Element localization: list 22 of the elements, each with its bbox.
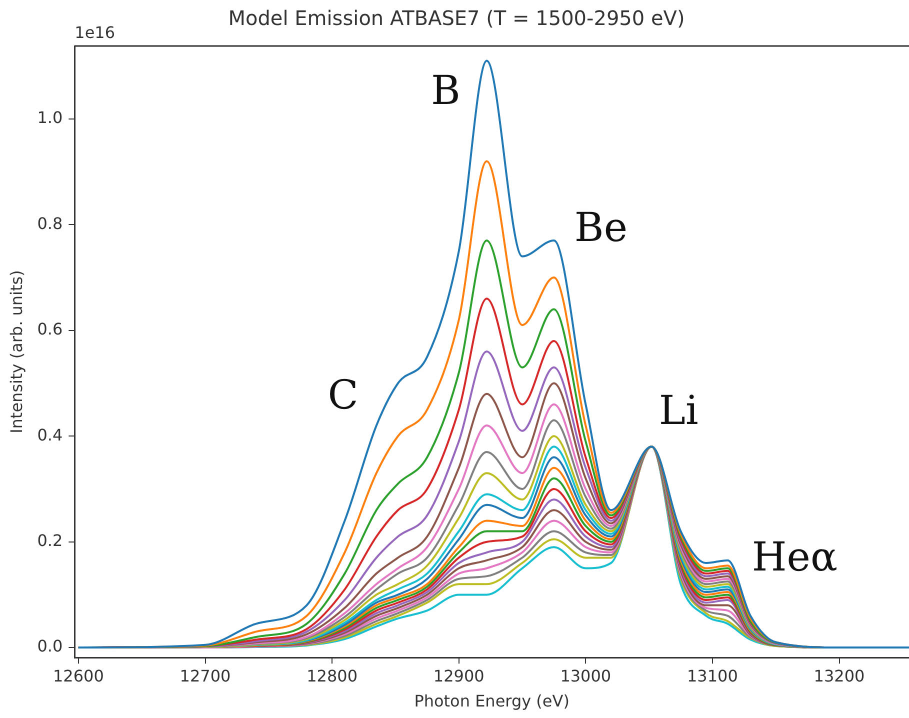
text: 1e16 [74, 23, 116, 42]
x-tick-label: 12700 [180, 666, 231, 686]
y-tick-label: 0.6 [37, 320, 63, 339]
x-tick-label: 12600 [52, 666, 104, 686]
x-axis-title: Photon Energy (eV) [414, 692, 570, 711]
annotation: Heα [752, 534, 838, 581]
y-axis-title: Intensity (arb. units) [6, 270, 26, 434]
x-tick-label: 13000 [560, 666, 612, 686]
annotation: Be [574, 204, 628, 251]
y-tick-label: 1.0 [37, 108, 63, 128]
annotation: Li [658, 388, 698, 434]
x-tick-label: 13100 [687, 666, 738, 686]
y-tick-label: 0.0 [37, 636, 63, 656]
annotation: C [328, 372, 358, 419]
annotation: B [431, 68, 460, 114]
x-tick-label: 13200 [814, 666, 865, 686]
x-tick-label: 12900 [433, 666, 484, 686]
chart-title: Model Emission ATBASE7 (T = 1500-2950 eV) [228, 6, 685, 30]
y-tick-label: 0.2 [37, 530, 63, 550]
x-tick-label: 12800 [306, 666, 358, 686]
y-tick-label: 0.4 [37, 425, 63, 444]
y-tick-label: 0.8 [37, 214, 63, 233]
